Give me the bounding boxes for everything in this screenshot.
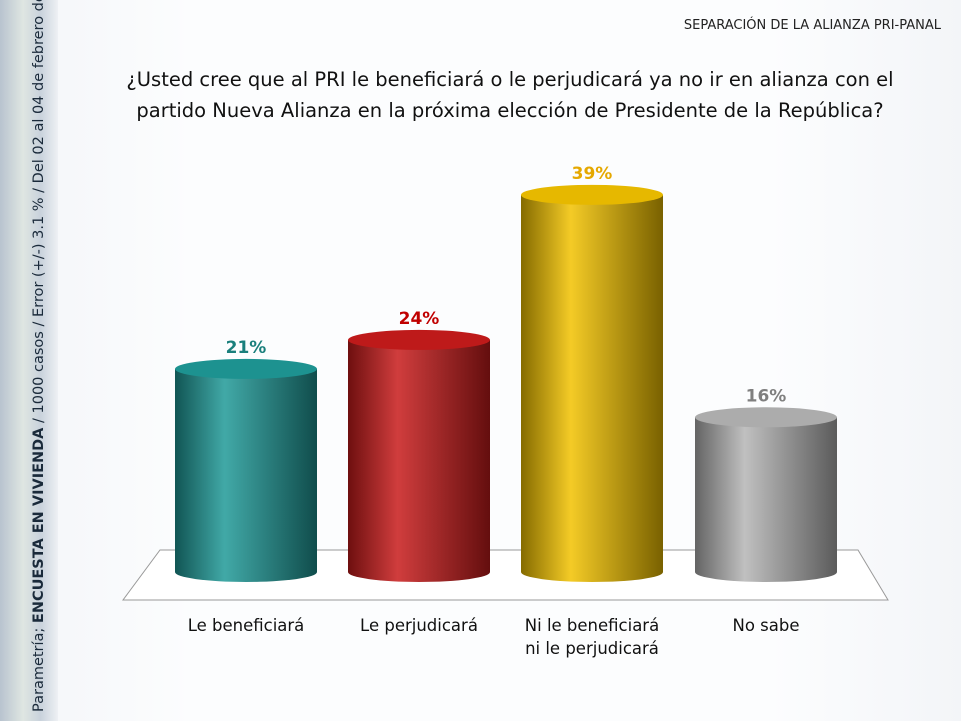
side-decoration [0, 0, 58, 721]
data-label: 16% [746, 386, 787, 406]
data-label: 21% [226, 338, 267, 358]
category-label: No sabe [732, 616, 800, 635]
section-header: SEPARACIÓN DE LA ALIANZA PRI-PANAL [683, 18, 941, 33]
bar [348, 339, 490, 582]
data-label: 39% [572, 164, 613, 184]
bar-top [695, 407, 837, 428]
bar [695, 417, 837, 582]
bar-top [175, 358, 317, 379]
bar [521, 194, 663, 582]
category-label: Le perjudicará [360, 616, 478, 635]
chart-title: ¿Usted cree que al PRI le beneficiará o … [126, 68, 894, 122]
category-label: Le beneficiará [187, 616, 305, 635]
bar [175, 368, 317, 582]
data-label: 24% [399, 309, 440, 329]
bar-top [521, 184, 663, 205]
category-label: Ni le beneficiará ni le perjudicará [524, 616, 660, 658]
bar-top [348, 329, 490, 350]
